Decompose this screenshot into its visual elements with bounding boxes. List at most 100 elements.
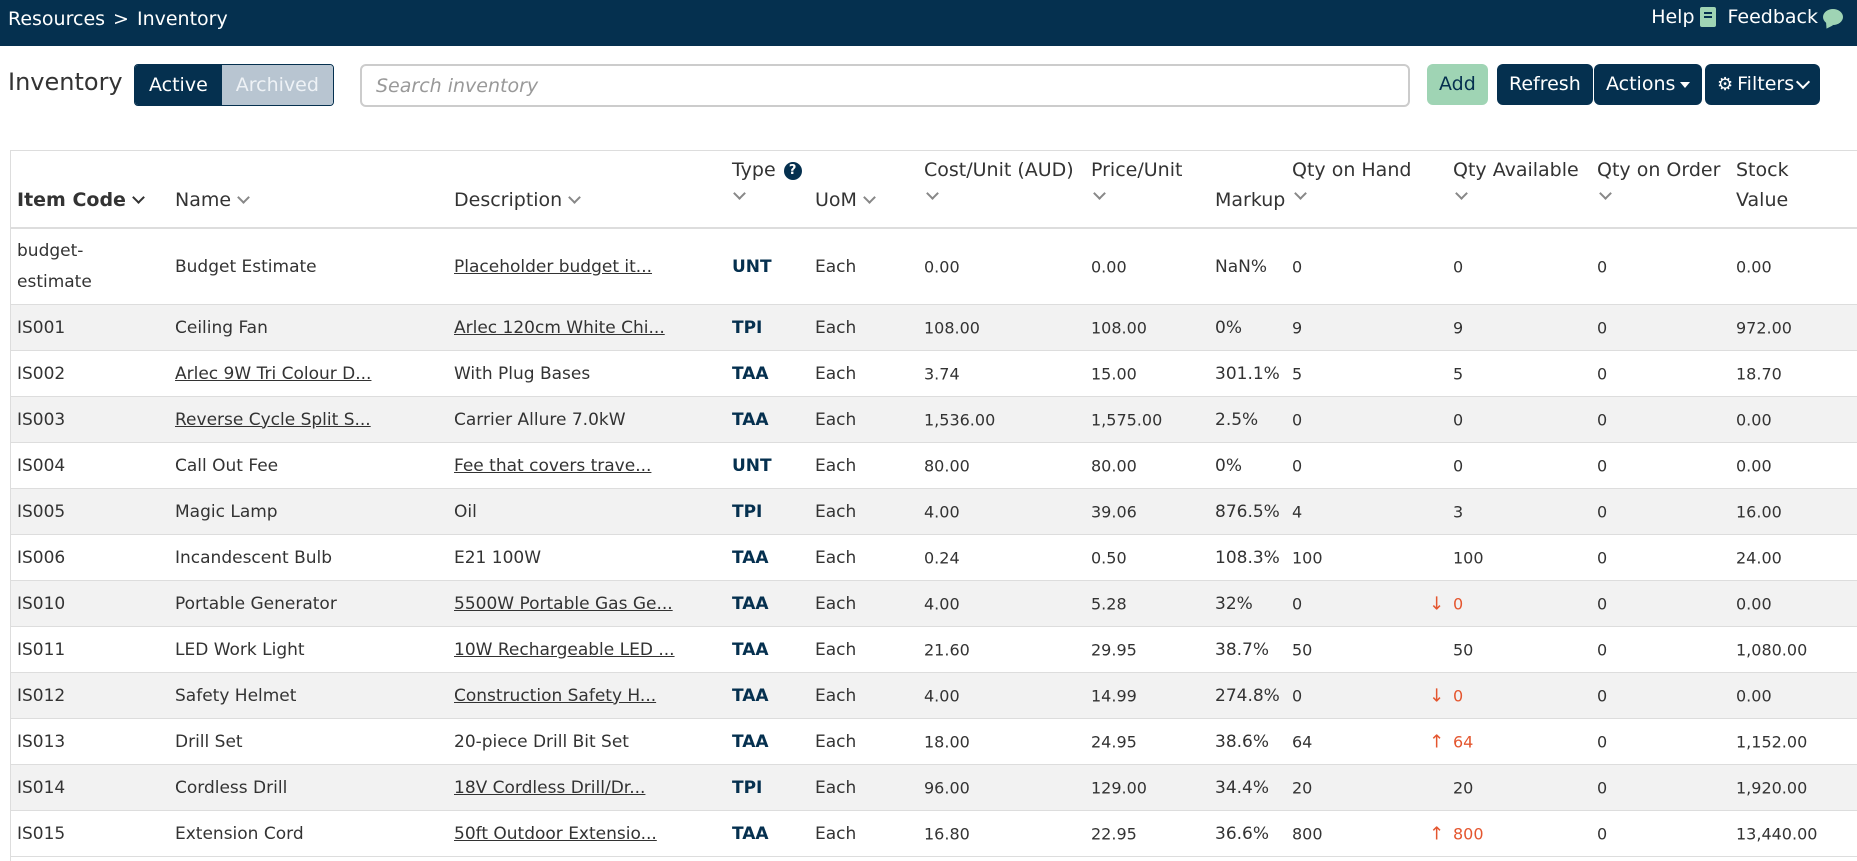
cell-desc[interactable]: Construction Safety H... (454, 685, 657, 706)
cell-value: 0.00 (1736, 686, 1772, 705)
table-row[interactable]: IS011 LED Work Light 10W Rechargeable LED … (11, 627, 1857, 673)
column-markup[interactable]: Markup (1215, 189, 1285, 211)
cell-price: 80.00 (1091, 456, 1137, 475)
refresh-button[interactable]: Refresh (1497, 64, 1593, 105)
cell-desc[interactable]: Placeholder budget it... (454, 256, 653, 277)
column-qty-available-label: Qty Available (1453, 159, 1579, 181)
feedback-link[interactable]: Feedback (1728, 6, 1843, 28)
cell-markup: 0% (1215, 455, 1242, 476)
cell-type: TAA (732, 731, 769, 752)
cell-type: UNT (732, 256, 772, 277)
column-qty-on-order-sort[interactable] (1599, 185, 1612, 207)
table-body: budget-estimate Budget Estimate Placeholde… (11, 229, 1857, 857)
cell-name: Ceiling Fan (175, 317, 268, 338)
cell-onorder: 0 (1597, 364, 1608, 383)
table-row[interactable]: IS012 Safety Helmet Construction Safety H.… (11, 673, 1857, 719)
column-stock-value-2: Value (1736, 189, 1788, 211)
column-cost[interactable]: Cost/Unit (AUD) (924, 159, 1074, 181)
cell-price: 15.00 (1091, 364, 1137, 383)
column-qty-on-order[interactable]: Qty on Order (1597, 159, 1720, 181)
breadcrumb-resources[interactable]: Resources (8, 8, 106, 30)
arrow-down-icon: ↓ (1429, 685, 1445, 706)
chevron-down-icon (733, 187, 746, 200)
column-stock-value[interactable]: Stock (1736, 159, 1789, 181)
cell-code: IS004 (17, 455, 66, 476)
cell-cost: 3.74 (924, 364, 960, 383)
help-link[interactable]: Help (1651, 6, 1716, 28)
table-row[interactable]: IS002 Arlec 9W Tri Colour D... With Plug B… (11, 351, 1857, 397)
column-description[interactable]: Description (454, 189, 582, 211)
cell-code: IS001 (17, 317, 66, 338)
cell-price: 129.00 (1091, 778, 1147, 797)
cell-name: Cordless Drill (175, 777, 288, 798)
cell-code: budget-estimate (17, 240, 92, 292)
question-icon[interactable]: ? (783, 162, 802, 180)
cell-cost: 4.00 (924, 594, 960, 613)
chevron-down-icon (1599, 187, 1612, 200)
column-qty-on-hand[interactable]: Qty on Hand (1292, 159, 1411, 181)
table-row[interactable]: IS006 Incandescent Bulb E21 100W TAA Each 0.2… (11, 535, 1857, 581)
cell-avail: 20 (1453, 778, 1474, 797)
column-qty-available-sort[interactable] (1455, 185, 1468, 207)
cell-uom: Each (815, 777, 857, 798)
chevron-down-icon (1294, 187, 1307, 200)
cell-desc: Oil (454, 501, 477, 522)
cell-uom: Each (815, 363, 857, 384)
table-row[interactable]: IS014 Cordless Drill 18V Cordless Drill/Dr… (11, 765, 1857, 811)
column-qty-on-order-label: Qty on Order (1597, 159, 1721, 181)
filters-button[interactable]: ⚙ Filters (1705, 64, 1821, 105)
column-cost-sort[interactable] (926, 185, 939, 207)
cell-desc[interactable]: Fee that covers trave... (454, 455, 652, 476)
cell-desc[interactable]: 5500W Portable Gas Ge... (454, 593, 673, 614)
actions-button[interactable]: Actions (1594, 64, 1703, 105)
cell-cost: 108.00 (924, 318, 980, 337)
column-name[interactable]: Name (175, 189, 250, 211)
cell-type: UNT (732, 455, 772, 476)
help-label: Help (1651, 6, 1695, 28)
table-row[interactable]: IS004 Call Out Fee Fee that covers trave..… (11, 443, 1857, 489)
add-button[interactable]: Add (1427, 64, 1488, 105)
chevron-down-icon (863, 191, 876, 204)
cell-name[interactable]: Arlec 9W Tri Colour D... (175, 363, 372, 384)
cell-cost: 18.00 (924, 732, 970, 751)
cell-markup: 34.4% (1215, 777, 1270, 798)
table-row[interactable]: IS003 Reverse Cycle Split S... Carrier All… (11, 397, 1857, 443)
column-type-sort[interactable] (733, 185, 746, 207)
cell-price: 29.95 (1091, 640, 1137, 659)
cell-desc[interactable]: 18V Cordless Drill/Dr... (454, 777, 646, 798)
cell-desc[interactable]: Arlec 120cm White Chi... (454, 317, 665, 338)
cell-cost: 16.80 (924, 824, 970, 843)
column-type[interactable]: Type? (732, 159, 802, 181)
cell-onhand: 800 (1292, 824, 1323, 843)
table-row[interactable]: IS005 Magic Lamp Oil TPI Each 4.00 39.06 876.5%… (11, 489, 1857, 535)
table-row[interactable]: IS001 Ceiling Fan Arlec 120cm White Chi...… (11, 305, 1857, 351)
column-qty-available[interactable]: Qty Available (1453, 159, 1579, 181)
cell-value: 0.00 (1736, 410, 1772, 429)
table-row[interactable]: IS015 Extension Cord 50ft Outdoor Extensio… (11, 811, 1857, 857)
cell-markup: 0% (1215, 317, 1242, 338)
cell-name[interactable]: Reverse Cycle Split S... (175, 409, 371, 430)
cell-onorder: 0 (1597, 548, 1608, 567)
cell-name: Budget Estimate (175, 256, 317, 277)
table-row[interactable]: IS013 Drill Set 20-piece Drill Bit Set TAA E… (11, 719, 1857, 765)
table-row[interactable]: budget-estimate Budget Estimate Placeholde… (11, 229, 1857, 305)
column-uom[interactable]: UoM (815, 189, 876, 211)
cell-desc[interactable]: 50ft Outdoor Extensio... (454, 823, 657, 844)
cell-type: TAA (732, 547, 769, 568)
cell-markup: NaN% (1215, 256, 1268, 277)
cell-avail: 800 (1453, 824, 1484, 843)
cell-uom: Each (815, 685, 857, 706)
column-item-code[interactable]: Item Code (17, 189, 145, 211)
table-row[interactable]: IS010 Portable Generator 5500W Portable Ga… (11, 581, 1857, 627)
tab-archived[interactable]: Archived (221, 65, 333, 105)
cell-desc[interactable]: 10W Rechargeable LED ... (454, 639, 675, 660)
cell-avail: 3 (1453, 502, 1464, 521)
cell-cost: 4.00 (924, 686, 960, 705)
search-input[interactable] (360, 64, 1410, 107)
cell-cost: 1,536.00 (924, 410, 996, 429)
cell-onorder: 0 (1597, 686, 1608, 705)
column-price-sort[interactable] (1093, 185, 1106, 207)
column-price[interactable]: Price/Unit (1091, 159, 1182, 181)
tab-active[interactable]: Active (135, 65, 222, 105)
column-qty-on-hand-sort[interactable] (1294, 185, 1307, 207)
